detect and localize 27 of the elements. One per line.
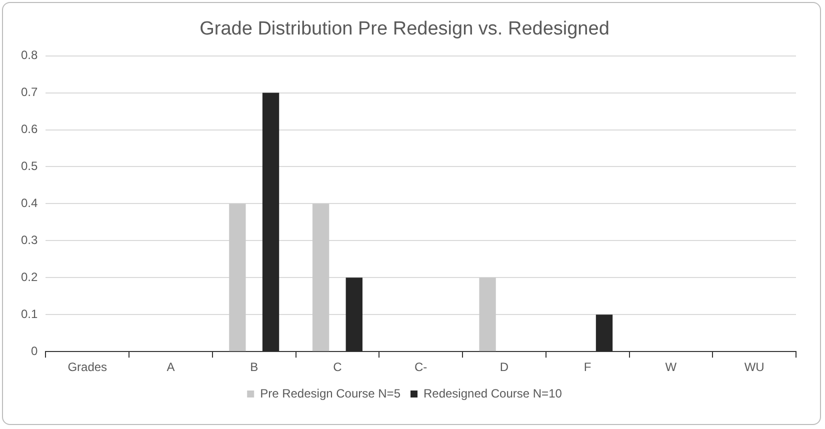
y-tick-label: 0.1	[20, 306, 38, 321]
bar	[262, 92, 280, 352]
y-tick-label: 0.5	[20, 159, 38, 174]
y-tick-label: 0.3	[20, 232, 38, 247]
y-tick-label: 0.6	[20, 122, 38, 136]
legend-label: Pre Redesign Course N=5	[260, 386, 401, 400]
x-tick-label: C	[333, 360, 342, 374]
y-tick-label: 0.4	[20, 196, 38, 210]
x-tick-label: A	[166, 360, 175, 374]
y-tick-label: 0.8	[20, 48, 38, 62]
bar	[596, 314, 613, 352]
x-tick-label: WU	[744, 360, 764, 374]
legend-label: Redesigned Course N=10	[423, 386, 562, 400]
x-tick-label: W	[665, 360, 678, 374]
x-tick-label: F	[584, 360, 592, 374]
x-tick-label: Grades	[68, 360, 108, 374]
x-tick-label: C-	[414, 360, 428, 374]
y-tick-label: 0.2	[20, 270, 38, 284]
bar	[479, 278, 496, 352]
y-tick-label: 0	[30, 344, 38, 358]
x-tick-label: D	[500, 360, 509, 374]
bar	[229, 204, 246, 352]
chart-title: Grade Distribution Pre Redesign vs. Redesigned	[200, 18, 610, 40]
bar	[312, 204, 330, 352]
y-tick-label: 0.7	[20, 85, 38, 100]
bar	[346, 278, 362, 352]
x-tick-label: B	[250, 360, 258, 374]
